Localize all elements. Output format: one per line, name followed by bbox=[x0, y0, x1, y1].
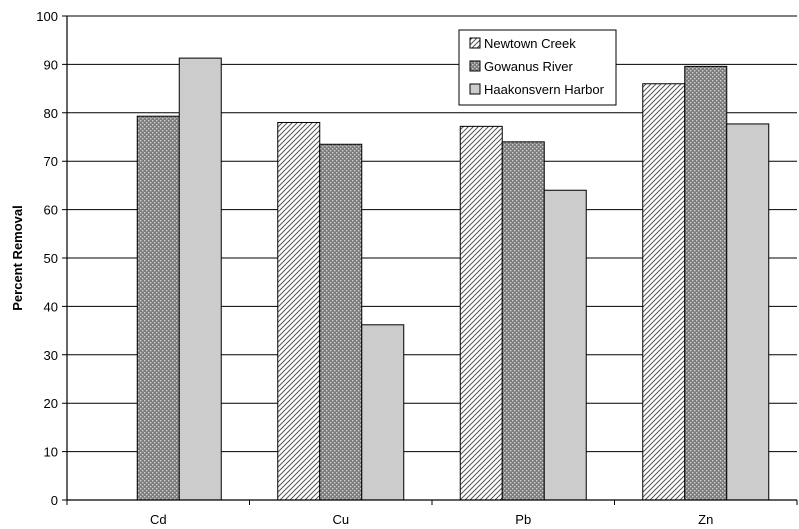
bar-haakonsvern-harbor-zn bbox=[726, 123, 770, 501]
y-tick-label: 100 bbox=[36, 9, 58, 24]
y-tick-label: 90 bbox=[44, 57, 58, 72]
legend-swatch bbox=[469, 83, 481, 95]
y-axis-label: Percent Removal bbox=[10, 205, 25, 311]
y-tick-label: 30 bbox=[44, 348, 58, 363]
x-tick-label: Cu bbox=[332, 512, 349, 527]
legend-box bbox=[458, 29, 617, 106]
bar-haakonsvern-harbor-cu bbox=[361, 324, 405, 501]
legend-swatch bbox=[469, 60, 481, 72]
y-tick-label: 50 bbox=[44, 251, 58, 266]
x-tick-labels: Cd Cu Pb Zn bbox=[150, 512, 713, 527]
legend-label: Haakonsvern Harbor bbox=[484, 82, 605, 97]
bar-gowanus-river-pb bbox=[501, 141, 545, 501]
bar-gowanus-river-cd bbox=[136, 115, 180, 501]
y-tick-label: 40 bbox=[44, 299, 58, 314]
bar-gowanus-river-cu bbox=[319, 143, 363, 501]
y-tick-label: 80 bbox=[44, 106, 58, 121]
bar-gowanus-river-zn bbox=[684, 65, 728, 501]
y-tick-label: 60 bbox=[44, 203, 58, 218]
legend-swatch bbox=[469, 37, 481, 49]
axes bbox=[66, 16, 798, 505]
bar-newtown-creek-pb bbox=[459, 125, 503, 501]
bars bbox=[136, 57, 770, 501]
y-tick-labels: 0 10 20 30 40 50 60 70 80 90 100 bbox=[36, 9, 58, 508]
y-tick-label: 10 bbox=[44, 445, 58, 460]
legend-label: Gowanus River bbox=[484, 59, 574, 74]
bar-haakonsvern-harbor-cd bbox=[178, 57, 222, 501]
bar-haakonsvern-harbor-pb bbox=[543, 189, 587, 501]
y-tick-label: 0 bbox=[51, 493, 58, 508]
legend-label: Newtown Creek bbox=[484, 36, 576, 51]
bar-newtown-creek-zn bbox=[642, 83, 686, 501]
x-tick-label: Zn bbox=[698, 512, 713, 527]
legend: Newtown Creek Gowanus River Haakonsvern Ha… bbox=[458, 29, 617, 106]
y-tick-label: 20 bbox=[44, 396, 58, 411]
x-tick-label: Cd bbox=[150, 512, 167, 527]
bar-newtown-creek-cu bbox=[277, 121, 321, 501]
y-tick-label: 70 bbox=[44, 154, 58, 169]
x-tick-label: Pb bbox=[515, 512, 531, 527]
